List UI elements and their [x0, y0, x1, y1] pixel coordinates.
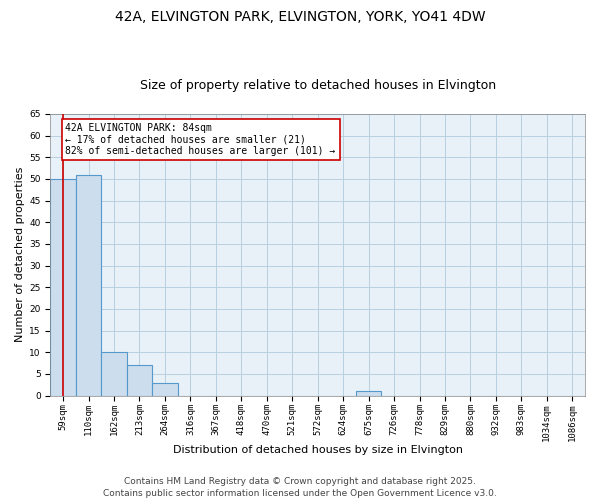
Bar: [50, 179, 76, 396]
Text: 42A, ELVINGTON PARK, ELVINGTON, YORK, YO41 4DW: 42A, ELVINGTON PARK, ELVINGTON, YORK, YO…: [115, 10, 485, 24]
Bar: [76, 174, 101, 396]
Text: Contains HM Land Registry data © Crown copyright and database right 2025.
Contai: Contains HM Land Registry data © Crown c…: [103, 476, 497, 498]
Bar: [356, 391, 382, 396]
Text: 42A ELVINGTON PARK: 84sqm
← 17% of detached houses are smaller (21)
82% of semi-: 42A ELVINGTON PARK: 84sqm ← 17% of detac…: [65, 122, 335, 156]
Bar: [127, 365, 152, 396]
X-axis label: Distribution of detached houses by size in Elvington: Distribution of detached houses by size …: [173, 445, 463, 455]
Y-axis label: Number of detached properties: Number of detached properties: [15, 167, 25, 342]
Title: Size of property relative to detached houses in Elvington: Size of property relative to detached ho…: [140, 79, 496, 92]
Bar: [101, 352, 127, 396]
Bar: [152, 382, 178, 396]
